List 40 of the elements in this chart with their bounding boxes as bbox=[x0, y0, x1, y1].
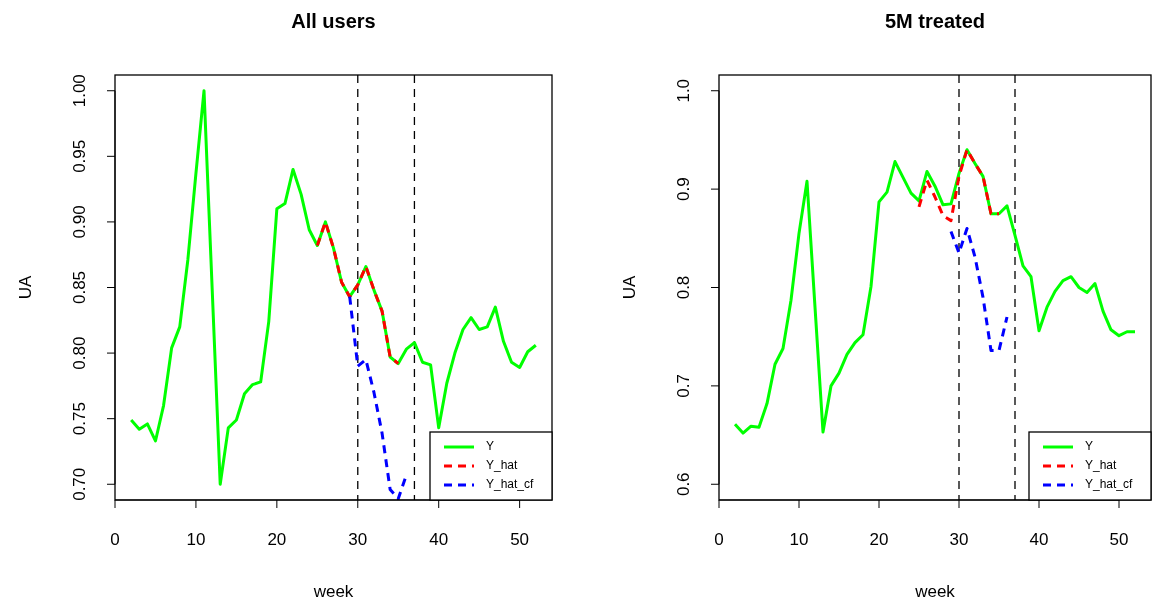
x-tick-label: 50 bbox=[1109, 530, 1129, 549]
legend-label: Y_hat_cf bbox=[486, 477, 535, 492]
y-tick-label: 0.9 bbox=[674, 177, 694, 201]
line-series bbox=[949, 226, 1009, 352]
y-axis-title: UA bbox=[620, 275, 640, 300]
y-tick-label: 1.00 bbox=[70, 74, 90, 108]
y-tick-label: 1.0 bbox=[674, 78, 694, 103]
x-tick-label: 0 bbox=[714, 530, 724, 549]
x-tick-label: 0 bbox=[110, 530, 120, 549]
y-tick-label: 0.80 bbox=[70, 336, 90, 370]
legend-label: Y_hat_cf bbox=[1085, 477, 1134, 492]
legend-label: Y_hat bbox=[1085, 458, 1118, 473]
legend-label: Y bbox=[1085, 439, 1094, 454]
y-axis-title: UA bbox=[16, 275, 36, 300]
x-axis-title: week bbox=[914, 582, 956, 601]
x-tick-label: 30 bbox=[949, 530, 969, 549]
legend-label: Y bbox=[486, 439, 495, 454]
chart-title: All users bbox=[291, 10, 376, 32]
line-series bbox=[348, 295, 408, 500]
y-tick-label: 0.7 bbox=[674, 374, 694, 398]
line-series bbox=[733, 148, 1137, 435]
y-tick-label: 0.75 bbox=[70, 402, 90, 436]
y-tick-label: 0.85 bbox=[70, 270, 90, 305]
x-tick-label: 20 bbox=[267, 530, 287, 549]
y-tick-label: 0.6 bbox=[674, 472, 694, 497]
y-tick-label: 0.90 bbox=[70, 205, 90, 239]
x-tick-label: 50 bbox=[510, 530, 530, 549]
legend-label: Y_hat bbox=[486, 458, 519, 473]
x-tick-label: 30 bbox=[348, 530, 368, 549]
x-axis-title: week bbox=[312, 582, 354, 601]
x-tick-label: 10 bbox=[186, 530, 206, 549]
chart-title: 5M treated bbox=[884, 10, 986, 32]
line-series bbox=[917, 148, 1001, 223]
y-tick-label: 0.95 bbox=[70, 139, 90, 173]
x-tick-label: 20 bbox=[869, 530, 889, 549]
x-tick-label: 40 bbox=[429, 530, 449, 549]
y-tick-label: 0.8 bbox=[674, 275, 694, 300]
x-tick-label: 40 bbox=[1029, 530, 1049, 549]
y-tick-label: 0.70 bbox=[70, 467, 90, 501]
x-tick-label: 10 bbox=[789, 530, 809, 549]
